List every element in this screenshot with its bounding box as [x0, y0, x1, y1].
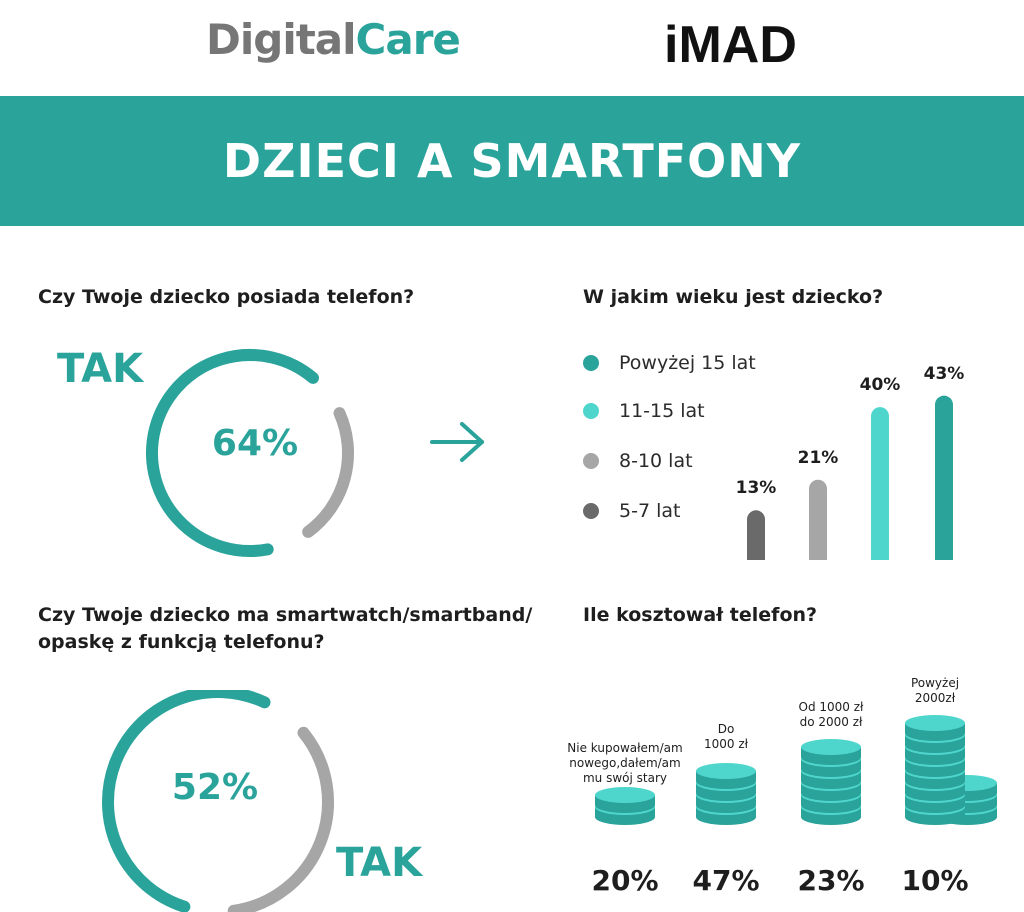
donut-smartwatch-value: 52% — [171, 767, 259, 808]
donut-smartwatch — [102, 690, 334, 912]
cost-value-label: 10% — [901, 864, 969, 897]
legend-item-11-15: 11-15 lat — [583, 400, 705, 422]
cost-value-label: 47% — [692, 864, 760, 897]
age-bar-value-label: 21% — [797, 447, 839, 468]
coin-stack-icon — [905, 715, 997, 825]
page-title: DZIECI A SMARTFONY — [222, 134, 802, 188]
digitalcare-logo: DigitalCare — [206, 15, 461, 64]
question-cost: Ile kosztował telefon? — [583, 604, 818, 626]
coin-stack-icon — [801, 739, 861, 825]
arrow-right-icon — [430, 422, 484, 462]
age-bar-4 — [935, 395, 953, 562]
donut-phone — [146, 349, 354, 557]
question-age: W jakim wieku jest dziecko? — [583, 286, 884, 308]
legend-dot — [583, 503, 599, 519]
donut-smartwatch-no-arc — [227, 726, 334, 912]
age-chart-baseline-mask — [740, 560, 980, 562]
coin-top — [595, 787, 655, 803]
age-bar-1 — [747, 510, 765, 562]
age-bar-value-label: 43% — [923, 363, 965, 384]
age-bar-value-label: 40% — [859, 375, 901, 396]
coin-top — [696, 763, 756, 779]
answer-tak-phone: TAK — [57, 346, 144, 392]
cost-category-label: Od 1000 zł do 2000 zł — [798, 700, 864, 729]
cost-value-label: 23% — [797, 864, 865, 897]
legend-item-5-7: 5-7 lat — [583, 500, 680, 522]
donut-phone-yes-arc — [146, 349, 319, 557]
age-bar-value-label: 13% — [735, 478, 777, 499]
answer-tak-smartwatch: TAK — [336, 840, 423, 886]
age-bar-3 — [871, 407, 889, 562]
legend-item-8-10: 8-10 lat — [583, 450, 693, 472]
imad-logo: iMAD — [664, 16, 797, 72]
cost-category-label: Do 1000 zł — [703, 722, 749, 751]
donut-smartwatch-yes-arc — [102, 690, 271, 912]
coin-stack-icon — [595, 787, 655, 825]
question-phone: Czy Twoje dziecko posiada telefon? — [38, 286, 415, 308]
cost-category-label: Powyżej 2000zł — [910, 676, 960, 705]
cost-value-label: 20% — [591, 864, 659, 897]
age-bar-chart — [740, 395, 980, 562]
coin-top — [905, 715, 965, 731]
svg-text:iMAD: iMAD — [664, 16, 797, 72]
title-banner: DZIECI A SMARTFONY — [0, 96, 1024, 226]
coin-top — [801, 739, 861, 755]
legend-dot — [583, 403, 599, 419]
legend-dot — [583, 453, 599, 469]
legend-item-over-15: Powyżej 15 lat — [583, 352, 756, 374]
question-smartwatch: Czy Twoje dziecko ma smartwatch/smartban… — [38, 604, 533, 653]
cost-category-label: Nie kupowałem/am nowego,dałem/am mu swój… — [567, 741, 683, 785]
age-bar-2 — [809, 479, 827, 562]
donut-phone-no-arc — [302, 407, 354, 538]
coin-stack-icon — [696, 763, 756, 825]
donut-phone-value: 64% — [211, 423, 299, 464]
legend-dot — [583, 355, 599, 371]
